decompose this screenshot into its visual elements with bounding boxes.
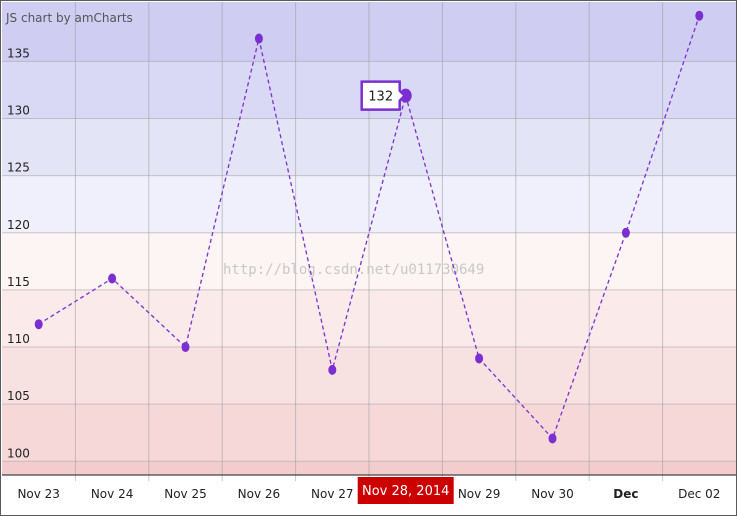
x-tick-label: Nov 29: [458, 487, 501, 501]
x-tick-label: Nov 23: [17, 487, 60, 501]
chart-credit: JS chart by amCharts: [5, 11, 133, 25]
y-tick-label: 110: [7, 332, 30, 346]
series-line: [38, 15, 700, 440]
y-tick-label: 135: [7, 46, 30, 60]
value-balloon: [360, 80, 407, 111]
x-tick-label: Dec: [613, 487, 638, 501]
x-tick-label: Nov 24: [91, 487, 134, 501]
data-point: [328, 364, 337, 375]
data-point: [695, 10, 704, 21]
data-point: [108, 273, 117, 284]
data-point: [181, 342, 190, 353]
y-tick-label: 120: [7, 218, 30, 232]
x-tick-label: Dec 02: [678, 487, 720, 501]
data-point: [34, 319, 43, 330]
x-tick-label: Nov 26: [238, 487, 281, 501]
y-tick-label: 115: [7, 275, 30, 289]
y-tick-label: 125: [7, 161, 30, 175]
value-balloon-text: 132: [368, 90, 393, 105]
y-tick-label: 100: [7, 446, 30, 460]
cursor-category-box: [357, 477, 454, 504]
watermark: http://blog.csdn.net/u011730649: [223, 262, 484, 278]
data-point: [548, 433, 557, 444]
y-tick-label: 105: [7, 389, 30, 403]
x-tick-label: Nov 27: [311, 487, 354, 501]
data-point: [254, 33, 263, 44]
y-tick-label: 130: [7, 104, 30, 118]
data-point: [475, 353, 484, 364]
x-tick-label: Nov 25: [164, 487, 207, 501]
data-point: [621, 227, 630, 238]
x-tick-label: Nov 30: [531, 487, 574, 501]
cursor-category-label: Nov 28, 2014: [362, 484, 449, 499]
